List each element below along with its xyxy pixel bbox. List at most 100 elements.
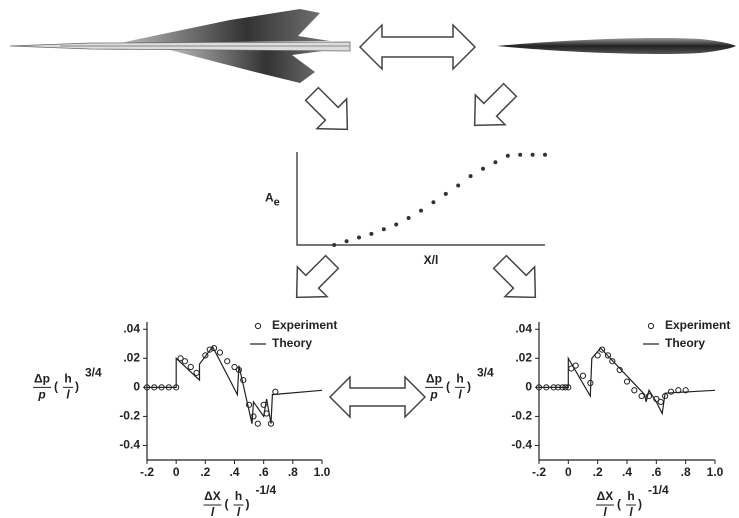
data-point — [505, 153, 510, 158]
frac-den: l — [458, 388, 462, 402]
double-arrow — [328, 375, 427, 419]
y-tick-label: .04 — [123, 321, 140, 335]
x-tick-label: .2 — [200, 465, 210, 479]
x-tick-label: -.2 — [532, 465, 546, 479]
legend-label: Experiment — [665, 318, 730, 332]
experiment-point — [623, 378, 631, 385]
data-point — [419, 208, 423, 213]
x-tick-label: .2 — [593, 465, 603, 479]
frac-num: h — [235, 489, 242, 503]
paren: ) — [75, 380, 79, 394]
data-point — [369, 231, 374, 236]
x-tick-label: 0 — [173, 465, 180, 479]
experiment-point — [202, 352, 209, 359]
frac-den: l — [629, 505, 633, 518]
data-point — [406, 216, 411, 221]
legend-marker — [647, 322, 655, 330]
experiment-point — [604, 352, 612, 359]
y-tick-label: -0.2 — [119, 409, 140, 423]
frac-den: l — [211, 505, 215, 518]
legend-label: Theory — [272, 336, 312, 350]
axes — [296, 152, 545, 246]
data-point — [543, 152, 547, 157]
experiment-point — [638, 392, 645, 400]
experiment-point — [254, 420, 261, 427]
experiment-point — [181, 358, 189, 365]
frac-num: h — [64, 372, 71, 386]
experiment-point — [609, 358, 616, 365]
down-arrow — [304, 86, 349, 131]
exponent: 3/4 — [85, 366, 102, 380]
exponent: 3/4 — [477, 366, 494, 380]
data-point — [468, 174, 473, 179]
experiment-point — [579, 372, 587, 379]
data-point — [530, 152, 535, 157]
y-tick-label: -0.4 — [119, 438, 140, 452]
x-tick-label: -.2 — [140, 465, 154, 479]
frac-num: Δp — [426, 372, 442, 386]
experiment-point — [645, 392, 653, 400]
data-point — [357, 235, 361, 240]
data-point — [443, 191, 448, 196]
frac-den: l — [66, 388, 70, 402]
down-arrow — [295, 254, 340, 299]
legend-label: Experiment — [272, 318, 337, 332]
paren: ( — [54, 380, 58, 394]
experiment-point — [245, 401, 253, 408]
double-arrow — [358, 23, 477, 71]
frac-num: Δp — [34, 372, 50, 386]
x-tick-label: 0 — [565, 465, 572, 479]
data-point — [431, 200, 436, 205]
x-tick-label: 1.0 — [707, 465, 724, 479]
frac-den: p — [37, 388, 45, 402]
paren: ( — [617, 497, 621, 511]
down-arrow — [473, 82, 518, 127]
frac-num: ΔX — [204, 489, 221, 503]
experiment-point — [187, 363, 194, 371]
frac-den: p — [429, 388, 437, 402]
frac-den: l — [603, 505, 607, 518]
experiment-point — [667, 388, 675, 395]
x-tick-label: .8 — [681, 465, 691, 479]
exponent: -1/4 — [648, 483, 669, 497]
frac-num: ΔX — [597, 489, 614, 503]
experiment-point — [260, 401, 267, 408]
experiment-point — [216, 349, 224, 356]
y-axis-label: Ae — [265, 191, 280, 209]
data-point — [344, 239, 349, 244]
x-tick-label: .4 — [622, 465, 632, 479]
y-tick-label: -0.4 — [511, 438, 532, 452]
paren: ) — [246, 497, 250, 511]
y-tick-label: -0.2 — [511, 409, 532, 423]
data-point — [456, 183, 461, 188]
x-tick-label: .4 — [229, 465, 239, 479]
aircraft — [9, 9, 351, 83]
legend-marker — [254, 322, 262, 330]
experiment-point — [272, 388, 279, 395]
paren: ) — [638, 497, 642, 511]
frac-den: l — [237, 505, 241, 518]
legend-label: Theory — [665, 336, 705, 350]
theory-line — [147, 345, 323, 424]
equivalent-body — [497, 37, 736, 55]
y-tick-label: .02 — [515, 350, 532, 364]
y-tick-label: 0 — [525, 380, 532, 394]
paren: ( — [446, 380, 450, 394]
theory-line — [539, 347, 716, 416]
data-point — [518, 152, 523, 157]
x-tick-label: .6 — [651, 465, 661, 479]
x-tick-label: 1.0 — [314, 465, 331, 479]
experiment-point — [193, 369, 200, 376]
data-point — [394, 222, 399, 227]
paren: ( — [225, 497, 229, 511]
experiment-point — [682, 387, 689, 394]
data-point — [481, 166, 485, 171]
paren: ) — [467, 380, 471, 394]
exponent: -1/4 — [256, 483, 277, 497]
down-arrow — [492, 254, 537, 299]
experiment-point — [231, 363, 238, 371]
y-tick-label: .02 — [123, 350, 140, 364]
label-sub: e — [274, 196, 280, 208]
y-tick-label: .04 — [515, 321, 532, 335]
